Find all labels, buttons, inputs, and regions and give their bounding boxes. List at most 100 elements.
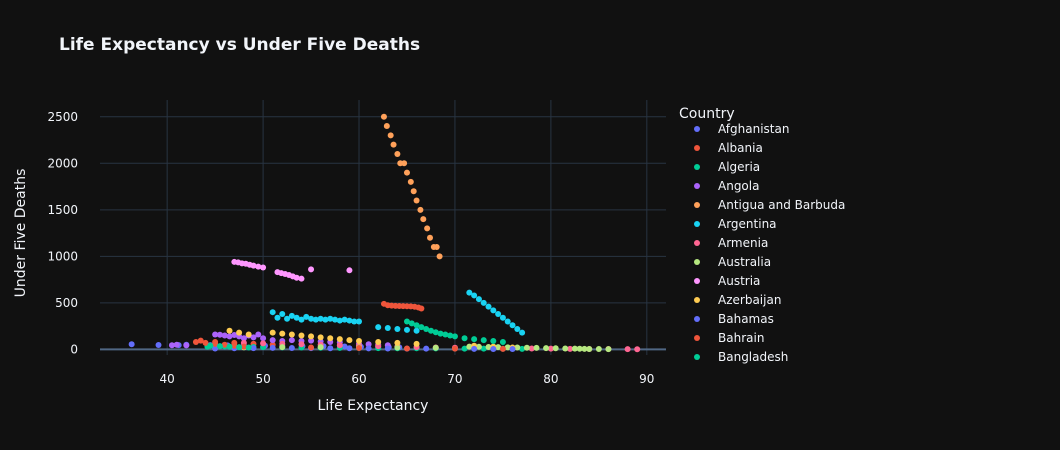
data-point — [471, 292, 478, 299]
legend-item[interactable]: Armenia — [694, 236, 768, 250]
data-point — [202, 339, 209, 346]
data-point — [413, 327, 420, 334]
legend-label: Armenia — [718, 236, 768, 250]
data-point — [250, 262, 257, 269]
data-point — [533, 344, 540, 351]
data-point — [279, 311, 286, 318]
legend-item[interactable]: Albania — [694, 141, 763, 155]
data-point — [509, 346, 516, 353]
legend-item[interactable]: Afghanistan — [694, 122, 789, 136]
legend-label: Bahamas — [718, 312, 774, 326]
legend-item[interactable]: Australia — [694, 255, 771, 269]
data-point — [403, 345, 410, 352]
data-point — [436, 253, 443, 260]
data-point — [298, 275, 305, 282]
legend-marker — [694, 335, 700, 341]
data-point — [356, 338, 363, 345]
legend-marker — [694, 221, 700, 227]
legend-item[interactable]: Austria — [694, 274, 760, 288]
y-tick-label: 2500 — [47, 110, 78, 124]
data-point — [226, 333, 233, 340]
data-point — [528, 345, 535, 352]
x-gridlines — [166, 100, 648, 355]
legend-marker — [694, 316, 700, 322]
data-point — [226, 343, 233, 350]
data-point — [269, 309, 276, 316]
data-point — [288, 337, 295, 344]
data-point — [466, 343, 473, 350]
data-point — [408, 320, 415, 327]
data-point — [288, 345, 295, 352]
data-point — [155, 341, 162, 348]
data-point — [490, 338, 497, 345]
data-point — [183, 342, 190, 349]
data-point — [475, 296, 482, 303]
data-point — [403, 326, 410, 333]
legend-item[interactable]: Bahrain — [694, 331, 764, 345]
data-point — [308, 344, 315, 351]
legend-marker — [694, 164, 700, 170]
series-bahrain — [192, 338, 506, 352]
legend-label: Albania — [718, 141, 763, 155]
data-point — [514, 325, 521, 332]
data-point — [562, 345, 569, 352]
scatter-points — [128, 113, 641, 353]
data-point — [236, 344, 243, 351]
data-point — [461, 335, 468, 342]
data-point — [255, 331, 262, 338]
data-point — [250, 334, 257, 341]
data-point — [236, 329, 243, 336]
plot-area — [100, 100, 666, 355]
data-point — [509, 322, 516, 329]
legend-label: Angola — [718, 179, 759, 193]
data-point — [231, 331, 238, 338]
legend-label: Antigua and Barbuda — [718, 198, 845, 212]
data-point — [401, 160, 408, 167]
legend-marker — [694, 145, 700, 151]
data-point — [417, 206, 424, 213]
legend-label: Afghanistan — [718, 122, 789, 136]
legend-item[interactable]: Angola — [694, 179, 759, 193]
data-point — [519, 345, 526, 352]
legend[interactable]: Country Afghanistan Albania Algeria Angola A… — [679, 106, 845, 364]
data-point — [336, 342, 343, 349]
data-point — [312, 316, 319, 323]
data-point — [466, 289, 473, 296]
legend-item[interactable]: Argentina — [694, 217, 777, 231]
series-austria — [231, 258, 353, 282]
series-bangladesh — [207, 318, 506, 351]
legend-marker — [694, 126, 700, 132]
data-point — [375, 324, 382, 331]
data-point — [269, 337, 276, 344]
data-point — [390, 141, 397, 148]
data-point — [274, 314, 281, 321]
data-point — [212, 340, 219, 347]
data-point — [410, 188, 417, 195]
data-point — [403, 318, 410, 325]
data-point — [576, 345, 583, 352]
data-point — [581, 345, 588, 352]
legend-item[interactable]: Bahamas — [694, 312, 774, 326]
legend-item[interactable]: Antigua and Barbuda — [694, 198, 845, 212]
data-point — [216, 343, 223, 350]
data-point — [567, 345, 574, 352]
chart-title: Life Expectancy vs Under Five Deaths — [59, 35, 420, 55]
series-antigua-and-barbuda — [380, 113, 443, 260]
data-point — [485, 343, 492, 350]
data-point — [420, 216, 427, 223]
data-point — [322, 316, 329, 323]
legend-item[interactable]: Azerbaijan — [694, 293, 781, 307]
data-point — [207, 342, 214, 349]
legend-item[interactable]: Algeria — [694, 160, 760, 174]
data-point — [212, 345, 219, 352]
data-point — [341, 343, 348, 350]
data-point — [543, 345, 550, 352]
legend-item[interactable]: Bangladesh — [694, 350, 788, 364]
data-point — [255, 263, 262, 270]
legend-title: Country — [679, 106, 735, 122]
data-point — [605, 346, 612, 353]
data-point — [418, 305, 425, 312]
data-point — [245, 344, 252, 351]
data-point — [418, 324, 425, 331]
data-point — [375, 338, 382, 345]
